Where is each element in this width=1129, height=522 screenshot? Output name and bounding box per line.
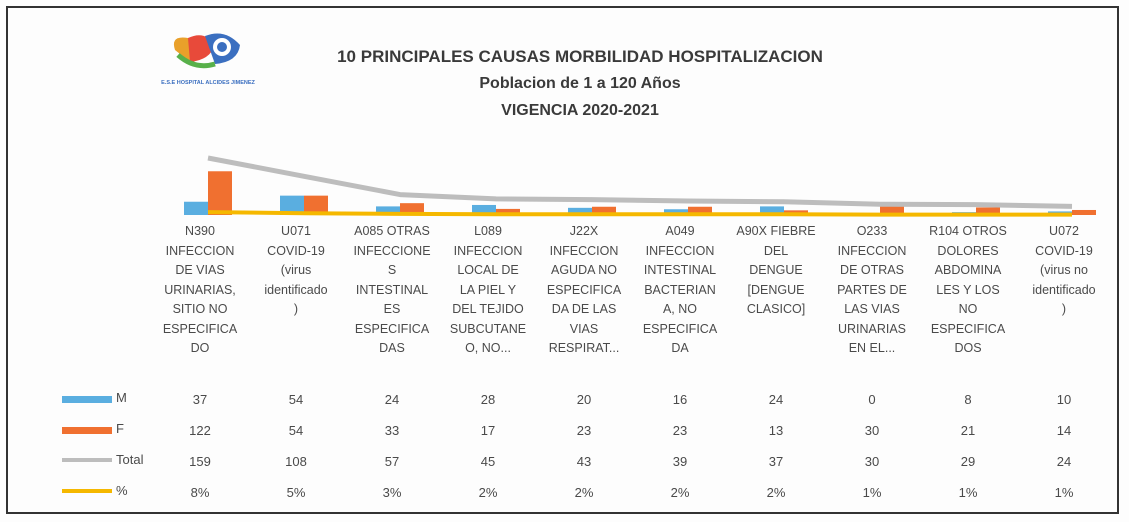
table-cell: 108 bbox=[285, 454, 307, 469]
category-label: A90X FIEBRE DEL DENGUE [DENGUE CLASICO] bbox=[736, 224, 816, 316]
bar bbox=[664, 209, 688, 215]
table-cell: 2% bbox=[670, 485, 690, 500]
table-cell: 2% bbox=[574, 485, 594, 500]
legend-key bbox=[62, 396, 112, 403]
legend-label: % bbox=[116, 483, 128, 498]
line bbox=[207, 155, 1073, 209]
legend-label: F bbox=[116, 421, 124, 436]
chart-subtitle: Poblacion de 1 a 120 Años bbox=[479, 75, 681, 92]
table-cell: 0 bbox=[868, 392, 876, 407]
table-cell: 24 bbox=[384, 392, 400, 407]
table-cell: 30 bbox=[864, 423, 880, 438]
table-cell: 39 bbox=[672, 454, 688, 469]
table-cell: 54 bbox=[288, 423, 304, 438]
category-label: A049 INFECCION INTESTINAL BACTERIAN A, N… bbox=[642, 224, 718, 355]
table-cell: 14 bbox=[1056, 423, 1072, 438]
table-cell: 1% bbox=[1054, 485, 1074, 500]
table-cell: 37 bbox=[768, 454, 784, 469]
category-label: J22X INFECCION AGUDA NO ESPECIFICA DA DE… bbox=[546, 224, 622, 355]
line bbox=[207, 210, 1072, 217]
category-label: O233 INFECCION DE OTRAS PARTES DE LAS VI… bbox=[837, 224, 907, 355]
table-cell: 122 bbox=[189, 423, 211, 438]
bar bbox=[592, 206, 616, 215]
legend-key bbox=[62, 489, 112, 493]
logo-text: E.S.E HOSPITAL ALCIDES JIMENEZ bbox=[161, 80, 255, 86]
category-label: U072 COVID-19 (virus no identificado ) bbox=[1032, 224, 1096, 316]
table-cell: 29 bbox=[960, 454, 976, 469]
bar bbox=[208, 171, 232, 215]
table-cell: 1% bbox=[958, 485, 978, 500]
table-cell: 23 bbox=[672, 423, 688, 438]
legend-label: Total bbox=[116, 452, 144, 467]
table-cell: 23 bbox=[576, 423, 592, 438]
category-label: R104 OTROS DOLORES ABDOMINA LES Y LOS NO… bbox=[929, 224, 1007, 355]
table-cell: 37 bbox=[192, 392, 208, 407]
bar bbox=[280, 195, 304, 215]
legend-key bbox=[62, 427, 112, 434]
table-cell: 45 bbox=[480, 454, 496, 469]
bar bbox=[400, 203, 424, 215]
legend-key bbox=[62, 458, 112, 462]
bar bbox=[496, 208, 520, 215]
category-label: N390 INFECCION DE VIAS URINARIAS, SITIO … bbox=[162, 224, 238, 355]
table-cell: 54 bbox=[288, 392, 304, 407]
bar bbox=[568, 207, 592, 215]
category-label: A085 OTRAS INFECCIONE S INTESTINAL ES ES… bbox=[353, 224, 431, 355]
table-cell: 43 bbox=[576, 454, 592, 469]
category-label: U071 COVID-19 (virus identificado ) bbox=[264, 224, 328, 316]
table-cell: 8% bbox=[190, 485, 210, 500]
bar bbox=[376, 206, 400, 215]
bar bbox=[760, 206, 784, 215]
table-cell: 24 bbox=[768, 392, 784, 407]
table-cell: 57 bbox=[384, 454, 400, 469]
table-cell: 2% bbox=[766, 485, 786, 500]
bar bbox=[472, 204, 496, 215]
category-label: L089 INFECCION LOCAL DE LA PIEL Y DEL TE… bbox=[449, 224, 527, 355]
logo bbox=[173, 33, 240, 69]
table-cell: 17 bbox=[480, 423, 496, 438]
bar bbox=[304, 195, 328, 215]
bar bbox=[1072, 209, 1096, 215]
table-cell: 2% bbox=[478, 485, 498, 500]
table-cell: 1% bbox=[862, 485, 882, 500]
table-cell: 28 bbox=[480, 392, 496, 407]
chart-subtitle: VIGENCIA 2020-2021 bbox=[501, 102, 659, 119]
bar bbox=[688, 206, 712, 215]
table-cell: 8 bbox=[964, 392, 972, 407]
table-cell: 24 bbox=[1056, 454, 1072, 469]
legend-label: M bbox=[116, 390, 127, 405]
bar bbox=[880, 204, 904, 215]
table-cell: 30 bbox=[864, 454, 880, 469]
bar bbox=[976, 207, 1000, 215]
table-cell: 3% bbox=[382, 485, 402, 500]
table-cell: 21 bbox=[960, 423, 976, 438]
table-cell: 16 bbox=[672, 392, 688, 407]
table-cell: 33 bbox=[384, 423, 400, 438]
bar bbox=[184, 201, 208, 215]
chart-title: 10 PRINCIPALES CAUSAS MORBILIDAD HOSPITA… bbox=[337, 47, 823, 66]
frame bbox=[6, 6, 1119, 514]
table-cell: 10 bbox=[1056, 392, 1072, 407]
table-cell: 13 bbox=[768, 423, 784, 438]
table-cell: 5% bbox=[286, 485, 306, 500]
table-cell: 159 bbox=[189, 454, 211, 469]
table-cell: 20 bbox=[576, 392, 592, 407]
